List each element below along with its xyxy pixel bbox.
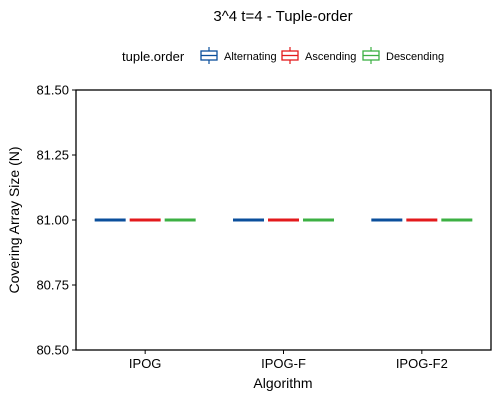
chart-title: 3^4 t=4 - Tuple-order	[213, 8, 352, 25]
x-tick-label: IPOG	[129, 356, 162, 371]
legend-label: Alternating	[224, 51, 277, 63]
legend-item-descending: Descending	[362, 47, 444, 64]
legend-title: tuple.order	[122, 49, 185, 64]
y-tick-label: 80.75	[36, 278, 69, 293]
x-axis: IPOG IPOG-F IPOG-F2	[129, 350, 448, 371]
x-tick-label: IPOG-F2	[396, 356, 448, 371]
legend-item-alternating: Alternating	[200, 47, 277, 64]
y-tick-label: 81.25	[36, 148, 69, 163]
x-tick-label: IPOG-F	[261, 356, 306, 371]
legend-label: Descending	[386, 51, 444, 63]
y-axis-title: Covering Array Size (N)	[6, 146, 22, 293]
x-axis-title: Algorithm	[253, 375, 312, 391]
legend-items: Alternating Ascending Descending	[200, 47, 444, 64]
legend-item-ascending: Ascending	[281, 47, 356, 64]
legend: tuple.order Alternating Ascending Descendi…	[122, 47, 444, 64]
y-tick-label: 80.50	[36, 343, 69, 358]
y-tick-label: 81.00	[36, 213, 69, 228]
y-axis: 80.50 80.75 81.00 81.25 81.50	[36, 83, 76, 358]
y-tick-label: 81.50	[36, 83, 69, 98]
legend-label: Ascending	[305, 51, 356, 63]
